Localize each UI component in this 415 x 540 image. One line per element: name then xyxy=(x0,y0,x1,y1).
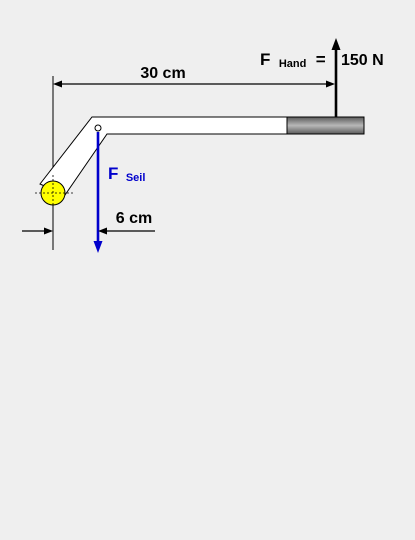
rope-force-label: F Seil xyxy=(108,164,145,184)
dim-30-arrow-right xyxy=(326,80,335,88)
hand-force-arrowhead xyxy=(331,38,341,50)
rope-force-subscript: Seil xyxy=(126,172,146,184)
rope-force-symbol: F xyxy=(108,164,118,183)
hand-force-symbol: F xyxy=(260,50,270,69)
dim-6-arrow-left xyxy=(44,227,53,235)
dim-30-label: 30 cm xyxy=(140,65,185,82)
dim-6-arrow-right xyxy=(98,227,107,235)
dim-30-arrow-left xyxy=(53,80,62,88)
rope-attachment-point xyxy=(94,124,102,132)
rope-force-arrowhead xyxy=(93,241,103,253)
hand-force-value: 150 N xyxy=(341,52,384,69)
hand-force-label: F Hand = xyxy=(260,50,326,71)
lever-handle xyxy=(286,116,365,135)
hand-force-equals: = xyxy=(316,50,326,69)
hand-force-subscript: Hand xyxy=(279,58,307,70)
dim-6-label: 6 cm xyxy=(116,210,152,227)
